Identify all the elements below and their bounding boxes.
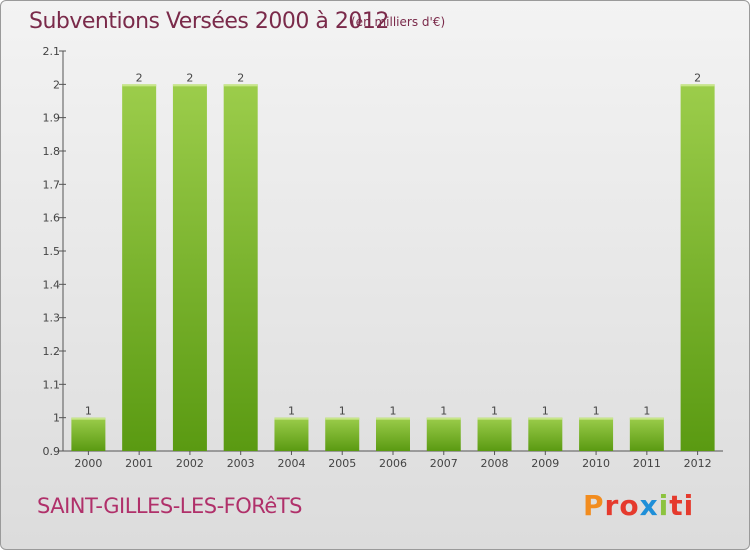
logo-part: ro [604,489,640,522]
data-label: 1 [390,405,397,418]
bar-highlight [629,417,664,420]
x-tick-label: 2005 [328,457,356,470]
bar-highlight [477,417,512,420]
y-tick-label: 2 [53,78,60,91]
bar [579,417,614,451]
data-label: 1 [643,405,650,418]
bar [376,417,410,451]
data-label: 2 [186,71,193,84]
bar [71,417,106,451]
x-tick-label: 2002 [176,457,204,470]
chart-subtitle: (en milliers d'€) [351,15,446,29]
bar-highlight [71,417,106,420]
y-tick-label: 1.8 [43,145,61,158]
bar-highlight [528,417,563,420]
chart-title: Subventions Versées 2000 à 2012 [29,9,389,34]
y-tick-label: 1.1 [43,378,61,391]
x-tick-label: 2008 [481,457,509,470]
x-tick-label: 2010 [582,457,610,470]
x-tick-label: 2004 [277,457,305,470]
logo-part: P [583,489,605,522]
data-label: 1 [491,405,498,418]
bar [680,84,715,451]
x-tick-label: 2003 [227,457,255,470]
data-label: 1 [85,405,92,418]
x-tick-label: 2000 [74,457,102,470]
y-tick-label: 1.3 [43,312,61,325]
data-label: 2 [694,71,701,84]
logo-part: i [658,489,670,522]
y-tick-label: 1.4 [43,278,61,291]
y-tick-label: 2.1 [43,45,61,58]
bar-highlight [325,417,360,420]
bar-highlight [680,84,715,87]
x-tick-label: 2001 [125,457,153,470]
logo-part: x [639,489,659,522]
data-label: 1 [288,405,295,418]
x-tick-label: 2012 [684,457,712,470]
logo-part: ti [669,489,695,522]
y-tick-label: 0.9 [43,445,61,458]
data-label: 1 [339,405,346,418]
bar-highlight [172,84,207,87]
bar [477,417,512,451]
data-label: 2 [237,71,244,84]
bar [172,84,207,451]
bar-highlight [274,417,309,420]
data-label: 1 [593,405,600,418]
x-tick-label: 2009 [531,457,559,470]
y-tick-label: 1.6 [43,212,61,225]
bar-highlight [223,84,258,87]
data-label: 1 [440,405,447,418]
data-label: 2 [136,71,143,84]
bar-highlight [376,417,410,420]
bar [528,417,563,451]
x-tick-label: 2007 [430,457,458,470]
y-tick-label: 1.2 [43,345,61,358]
y-tick-label: 1.7 [43,178,61,191]
y-tick-label: 1.9 [43,112,61,125]
x-tick-label: 2006 [379,457,407,470]
commune-name: SAINT-GILLES-LES-FORêTS [37,494,303,518]
bar [223,84,258,451]
bar [122,84,157,451]
data-label: 1 [542,405,549,418]
proxiti-logo[interactable]: Proxiti [583,489,694,522]
y-tick-label: 1.5 [43,245,61,258]
bar-highlight [426,417,461,420]
bar [274,417,309,451]
bar-highlight [122,84,157,87]
x-tick-label: 2011 [633,457,661,470]
bar [426,417,461,451]
bar-highlight [579,417,614,420]
bar [325,417,360,451]
y-tick-label: 1 [53,412,60,425]
bar [629,417,664,451]
